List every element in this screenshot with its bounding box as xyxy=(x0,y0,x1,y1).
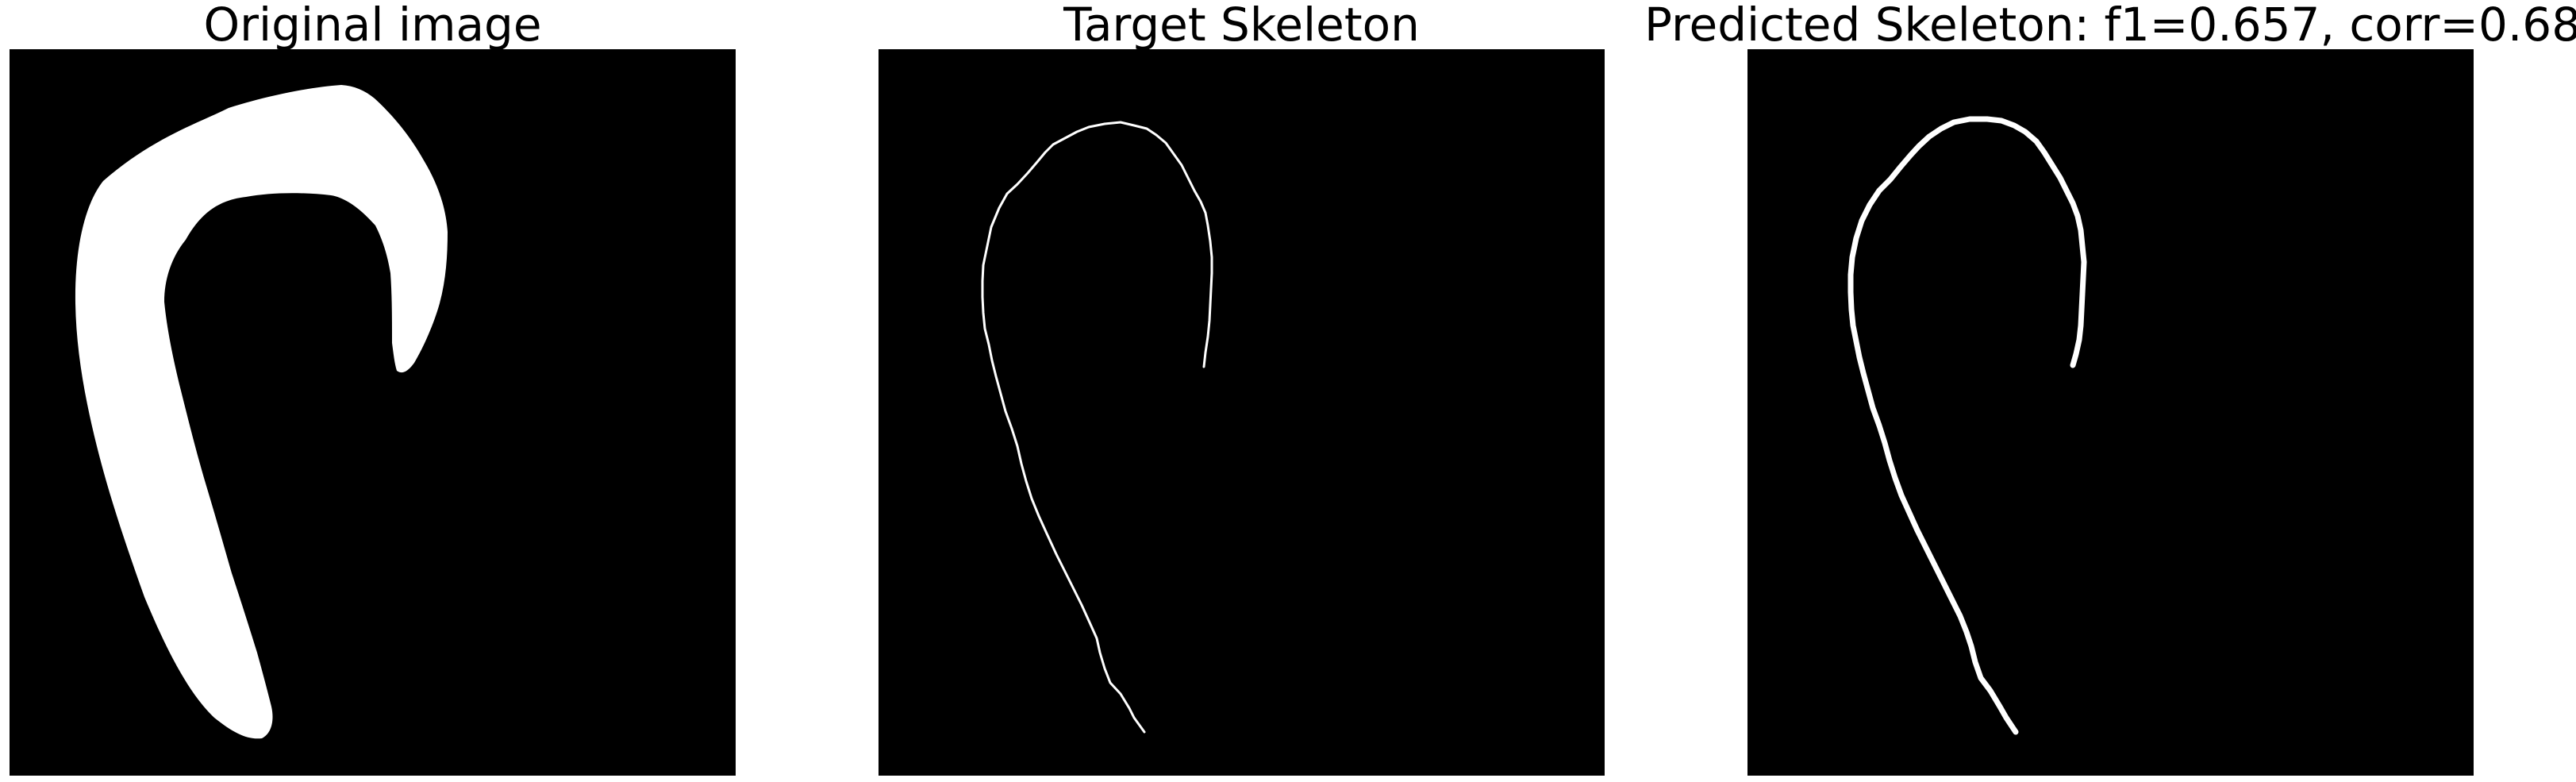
predicted-skeleton-line xyxy=(1847,116,2087,735)
target-skeleton-shape xyxy=(981,121,1213,734)
target-skeleton-panel xyxy=(879,49,1605,776)
predicted-skeleton-shape xyxy=(1847,116,2087,735)
worm-body xyxy=(75,85,448,739)
original-image-title: Original image xyxy=(203,0,542,52)
predicted-skeleton-panel xyxy=(1747,49,2474,776)
target-skeleton-title: Target Skeleton xyxy=(1063,0,1420,52)
binary-mask-shape xyxy=(75,49,549,749)
target-skeleton-line xyxy=(981,121,1213,734)
predicted-skeleton-title: Predicted Skeleton: f1=0.657, corr=0.689 xyxy=(1644,0,2576,52)
worm-mask xyxy=(79,49,549,749)
original-image-panel xyxy=(10,49,736,776)
